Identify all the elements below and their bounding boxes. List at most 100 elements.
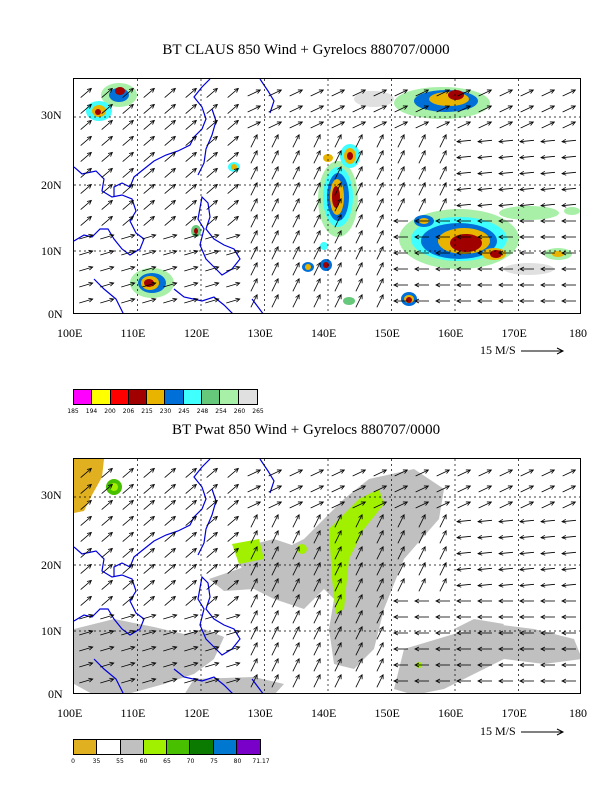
wind-vector [439,181,447,196]
wind-vector [519,630,534,636]
wind-vector [142,661,157,668]
wind-vector [435,630,450,636]
wind-vector [457,121,472,129]
wind-vector [271,641,279,656]
wind-vector [334,609,342,624]
wind-vector [376,261,384,276]
wind-vector [393,598,408,604]
wind-vector [334,593,342,608]
wind-vector [250,593,258,608]
wind-vector [163,629,178,636]
wind-vector [457,485,472,493]
wind-vector [477,154,493,160]
wind-vector [313,673,321,688]
wind-vector [562,105,577,113]
wind-vector [271,181,279,196]
wind-vector [477,614,492,620]
wind-vector [376,213,384,228]
wind-vector [122,167,134,178]
wind-vector [561,534,577,540]
wind-vector [271,149,279,164]
lon-label: 150E [374,706,400,720]
wind-vector [250,277,258,292]
wind-vector [519,614,534,620]
wind-vector [250,229,258,244]
wind-vector [227,563,239,574]
wind-vector [100,297,115,304]
wind-vector [164,183,176,194]
wind-vector [79,265,94,272]
wind-vector [376,673,384,688]
wind-vector [331,501,346,509]
wind-vector [334,641,342,656]
wind-vector [226,265,241,272]
wind-vector [79,677,94,684]
wind-vector [310,485,325,493]
lon-label: 150E [374,326,400,340]
wind-vector [352,121,367,129]
wind-vector [289,89,304,97]
wind-vector [355,229,363,244]
wind-vector [205,249,220,256]
wind-vector [418,181,426,196]
wind-vector [250,293,258,308]
wind-vector [498,186,514,192]
wind-vector [540,518,556,524]
wind-vector [561,250,576,256]
wind-vector [80,467,92,478]
wind-vector [271,577,279,592]
wind-vector [394,105,409,113]
wind-vector [498,250,513,256]
wind-vector [271,545,279,560]
wind-vector [334,673,342,688]
wind-vector [435,598,450,604]
cloud-patches [86,83,580,306]
wind-vector [292,577,300,592]
wind-vector [418,577,426,592]
wind-vector [393,662,408,668]
wind-vector [376,245,384,260]
wind-vector [376,197,384,212]
wind-vector [393,646,408,652]
wind-vector [164,215,176,226]
wind-vector [414,678,429,684]
wind-vector [499,105,514,113]
wind-vector [143,183,155,194]
colorbar-swatch [190,740,214,754]
wind-vector [541,485,556,493]
wind-vector [355,261,363,276]
wind-vector [250,197,258,212]
wind-vector [355,561,363,576]
wind-vector [498,234,513,240]
wind-vector [435,646,450,652]
wind-vector [247,89,262,97]
wind-vector [376,513,384,528]
wind-vector [393,298,408,304]
wind-vector [271,593,279,608]
wind-vector [477,202,493,208]
wind-vector [247,501,262,509]
pwat-wind-map [73,458,581,694]
wind-vector [376,165,384,180]
colorbar-tick-label: 185 [67,408,79,415]
wind-vector [206,531,218,542]
colorbar-tick-label: 35 [92,758,101,765]
wind-vector [206,135,218,146]
wind-vector [227,199,239,210]
wind-vector [163,297,178,304]
wind-vector [477,282,492,288]
wind-vector [331,469,346,477]
wind-vector [540,250,555,256]
wind-vector [206,103,218,114]
wind-vector [498,566,514,572]
wind-vector [355,181,363,196]
wind-vector [334,513,342,528]
wind-vector [519,138,535,144]
wind-vector [540,266,555,272]
wind-vector [227,595,239,606]
wind-vector [456,282,471,288]
wind-vector [334,561,342,576]
wind-vector [164,467,176,478]
wind-vector [352,469,367,477]
wind-vector [394,469,409,477]
